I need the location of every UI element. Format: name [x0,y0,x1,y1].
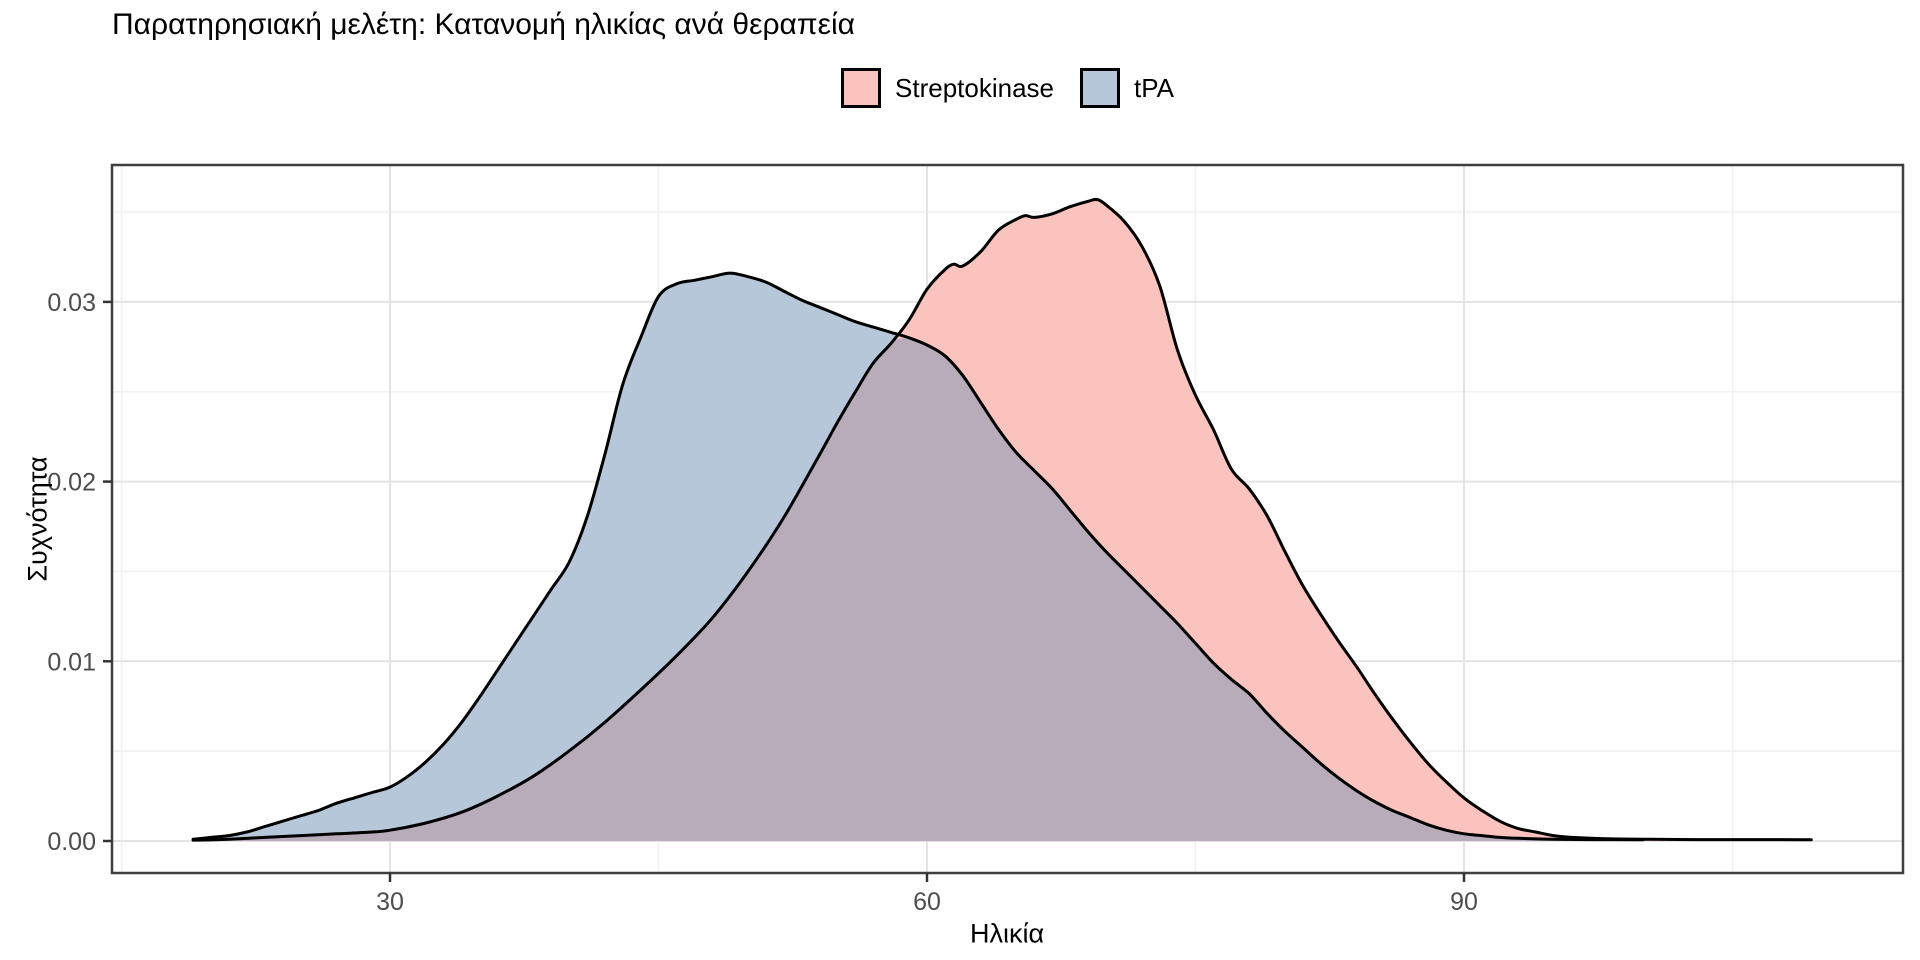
legend-swatch-streptokinase [841,68,882,108]
x-axis-title: Ηλικία [969,918,1045,949]
x-tick-label: 30 [376,888,404,916]
legend-item-streptokinase: Streptokinase [841,68,1054,108]
legend-item-tpa: tPA [1080,68,1174,108]
panel-border [110,163,1905,875]
density-area-overlap [193,337,1644,841]
density-outline-tpa [191,271,1645,842]
legend-label-tpa: tPA [1134,72,1174,103]
x-tick-label: 90 [1450,888,1478,916]
y-axis-title: Συχνότητα [22,456,53,582]
y-tick-label: 0.03 [47,289,96,317]
y-tick-label: 0.00 [47,828,96,856]
legend-label-streptokinase: Streptokinase [895,72,1054,103]
y-tick-label: 0.02 [47,469,96,497]
legend-swatch-tpa [1080,68,1120,108]
legend: Streptokinase tPA [112,68,1903,108]
x-tick-label: 60 [913,888,941,916]
chart-title: Παρατηρησιακή μελέτη: Κατανομή ηλικίας α… [112,8,855,41]
y-tick-label: 0.01 [47,648,96,676]
density-outline-streptokinase [191,197,1813,842]
